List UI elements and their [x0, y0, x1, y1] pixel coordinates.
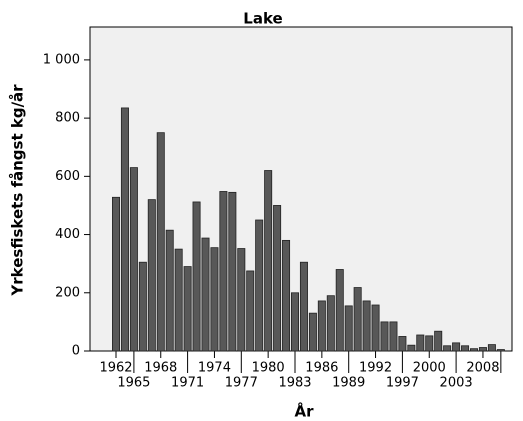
- y-tick-label: 800: [55, 111, 80, 126]
- y-tick-label: 0: [72, 344, 80, 359]
- bar: [147, 199, 156, 352]
- y-tick-label: 1 000: [43, 52, 80, 67]
- x-tick-label: 1965: [117, 376, 150, 391]
- x-tick-label: 1980: [252, 361, 285, 376]
- bar: [308, 312, 317, 352]
- bar: [496, 349, 505, 352]
- x-tick-label: 1986: [305, 361, 338, 376]
- bar: [398, 336, 407, 352]
- bar: [461, 345, 470, 352]
- y-tick-label: 400: [55, 227, 80, 242]
- x-tick-label: 2003: [440, 376, 473, 391]
- bar: [380, 321, 389, 352]
- bar: [237, 248, 246, 352]
- bar: [273, 205, 282, 352]
- bar: [129, 167, 138, 352]
- bar: [138, 261, 147, 352]
- bar: [443, 345, 452, 352]
- y-tick-label: 600: [55, 169, 80, 184]
- bar: [174, 248, 183, 352]
- bar: [299, 261, 308, 352]
- x-tick-label: 1983: [278, 376, 311, 391]
- bar: [219, 191, 228, 352]
- bar: [183, 266, 192, 352]
- y-tick-label: 200: [55, 285, 80, 300]
- bar: [228, 191, 237, 352]
- bar: [192, 201, 201, 352]
- x-tick-label: 1997: [386, 376, 419, 391]
- bar: [353, 287, 362, 352]
- bar: [290, 292, 299, 352]
- bar: [407, 344, 416, 352]
- bar: [416, 334, 425, 352]
- bar: [156, 132, 165, 352]
- x-tick-label: 2000: [413, 361, 446, 376]
- x-tick-label: 1989: [332, 376, 365, 391]
- bar: [478, 347, 487, 352]
- bar: [487, 344, 496, 352]
- bar: [452, 342, 461, 352]
- x-tick-label: 1974: [198, 361, 231, 376]
- x-tick-label: 2008: [466, 361, 499, 376]
- x-tick-label: 1962: [99, 361, 132, 376]
- bar: [246, 270, 255, 352]
- bar: [112, 196, 121, 352]
- bar: [201, 237, 210, 352]
- bar: [255, 219, 264, 352]
- y-axis-label: Yrkesfiskets fångst kg/år: [9, 84, 27, 297]
- x-tick-label: 1971: [171, 376, 204, 391]
- bar: [344, 305, 353, 352]
- bar: [371, 304, 380, 352]
- bar: [335, 269, 344, 352]
- x-tick-label: 1968: [144, 361, 177, 376]
- bar: [264, 170, 273, 352]
- bar: [425, 335, 434, 352]
- bar: [165, 229, 174, 352]
- chart-title: Lake: [243, 10, 282, 28]
- bar: [210, 247, 219, 352]
- bar: [434, 330, 443, 352]
- bar: [389, 321, 398, 352]
- bar: [120, 107, 129, 352]
- bar: [317, 300, 326, 352]
- x-tick-label: 1977: [225, 376, 258, 391]
- bar: [282, 239, 291, 352]
- bar: [326, 295, 335, 352]
- x-axis-label: År: [294, 402, 314, 421]
- bar: [362, 300, 371, 352]
- bar: [469, 348, 478, 352]
- x-tick-label: 1992: [359, 361, 392, 376]
